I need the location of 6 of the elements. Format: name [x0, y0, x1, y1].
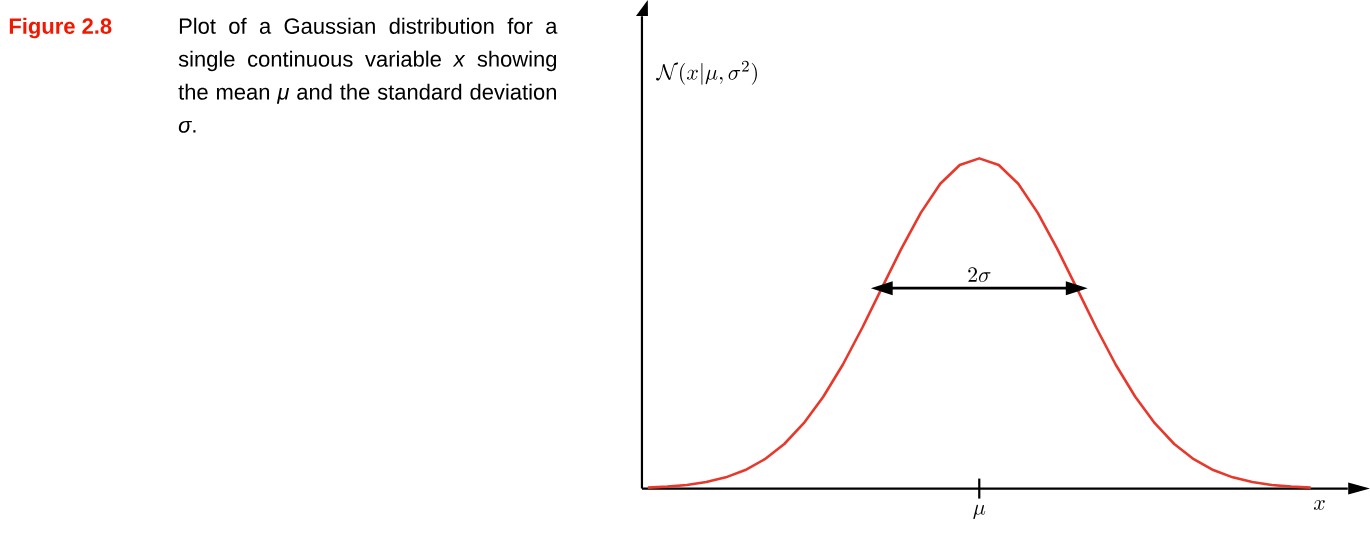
text: $\mu$ [973, 504, 986, 520]
annotation: $2\sigma$ [968, 267, 991, 283]
y-axis-title: $\mathcal{N}(x|\mu,\sigma^2)$ [656, 61, 757, 86]
text: Figure 2.8 [9, 18, 112, 39]
text: Plot of a Gaussian distribution for a single continuous variable x showing the mean μ and the standard deviation σ. [178, 18, 558, 133]
x-axis-title: $x$ [1313, 500, 1325, 511]
